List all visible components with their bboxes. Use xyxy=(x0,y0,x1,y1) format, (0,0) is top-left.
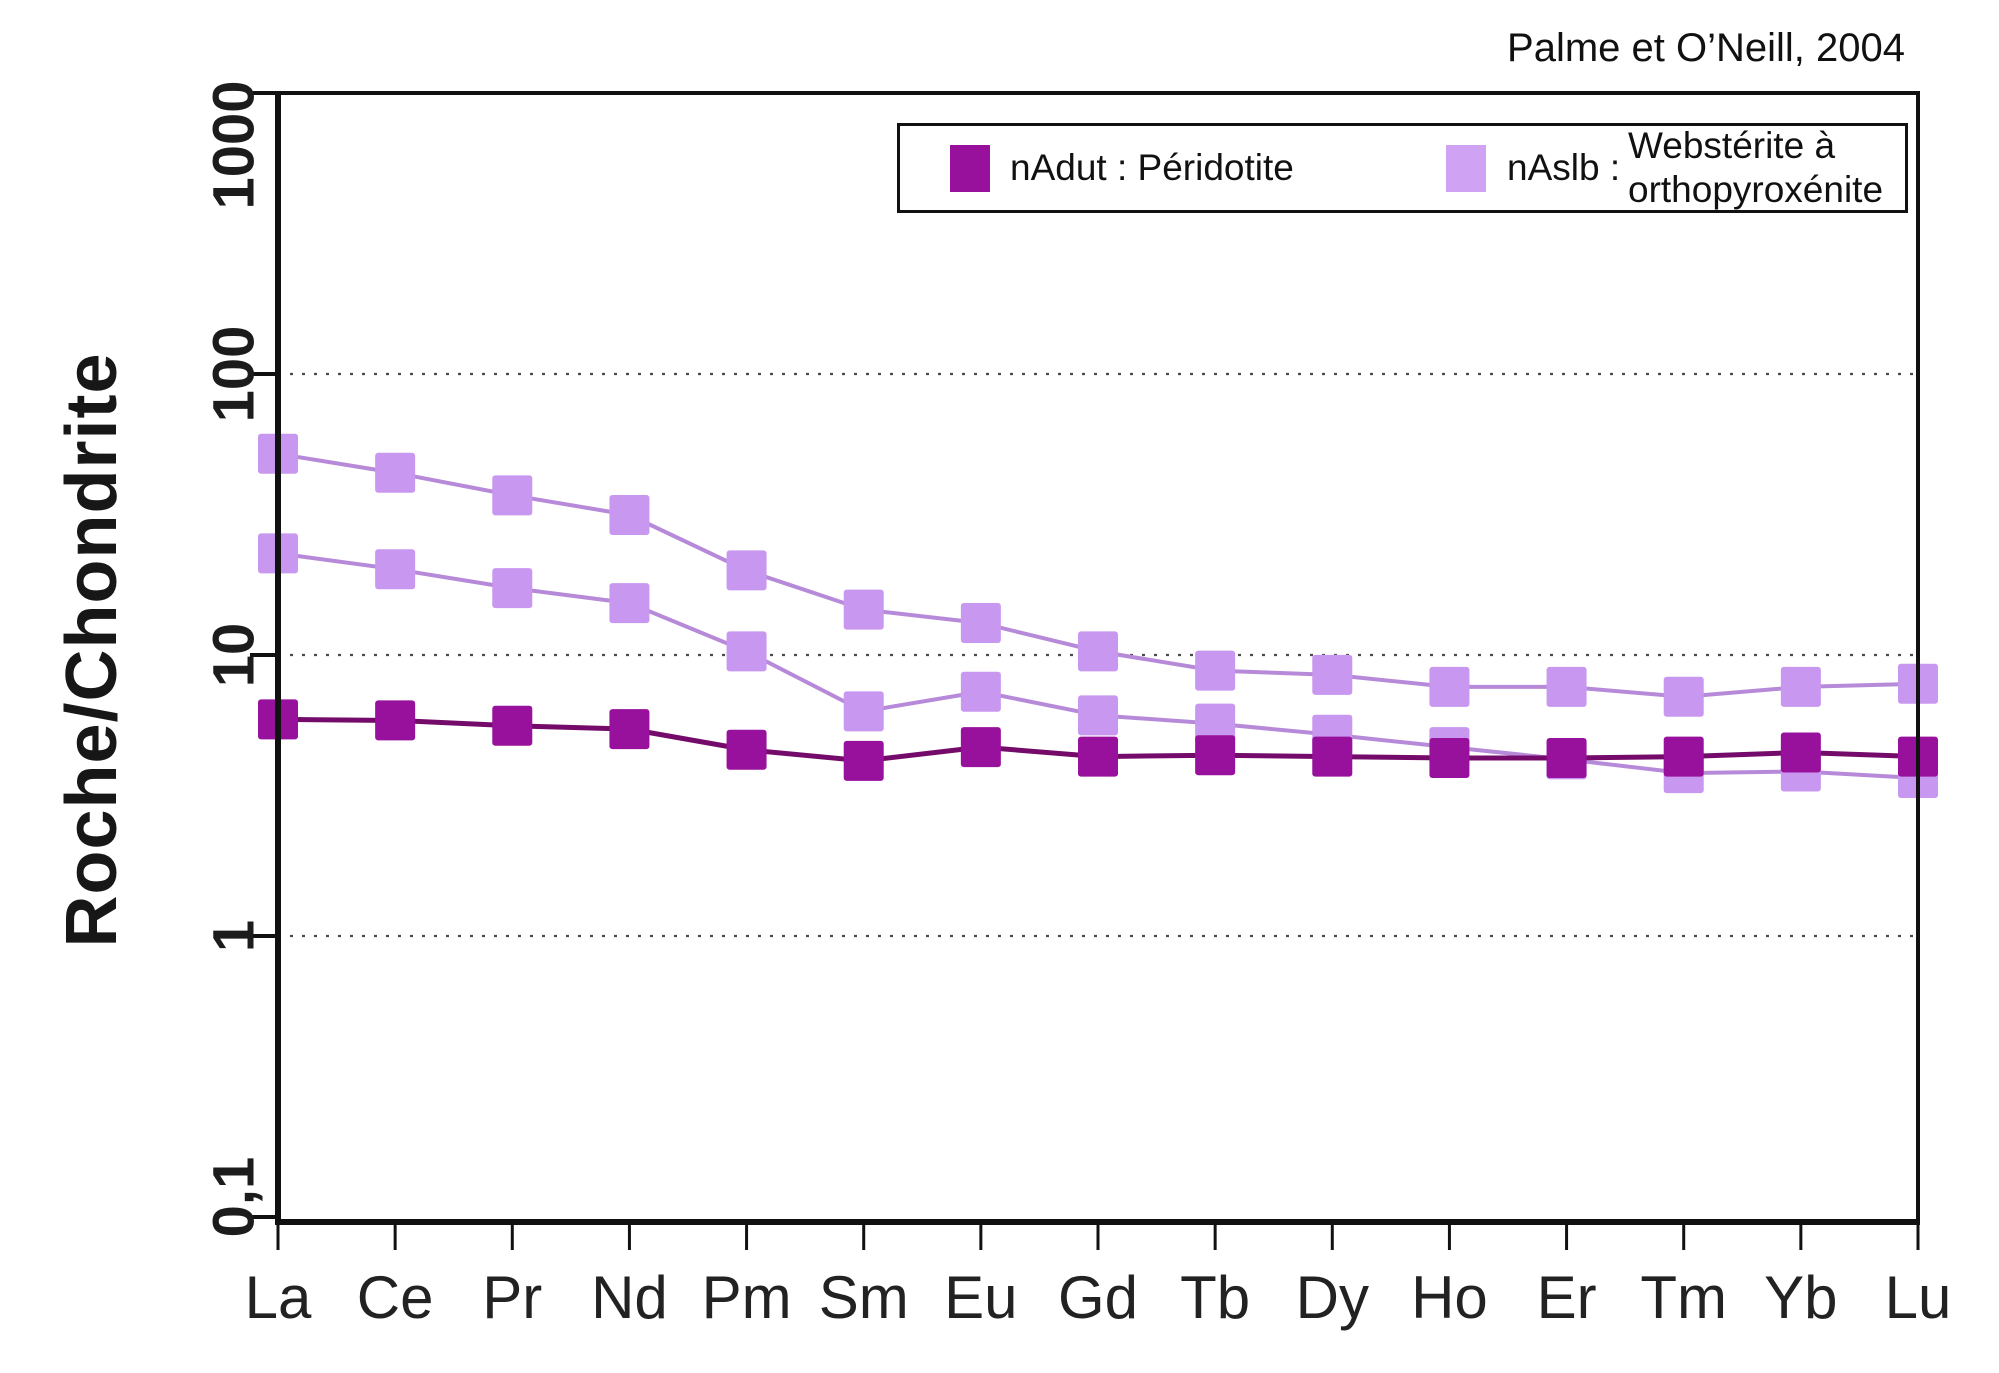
x-axis-tick-label: Pr xyxy=(482,1264,542,1331)
y-axis-tick-label: 10 xyxy=(201,623,266,688)
data-point-marker xyxy=(726,550,767,591)
legend-swatch-nAslb xyxy=(1446,145,1486,192)
data-point-marker xyxy=(960,671,1001,712)
data-point-marker xyxy=(1546,666,1587,707)
data-point-marker xyxy=(609,583,650,624)
data-point-marker xyxy=(1195,703,1236,744)
data-point-marker xyxy=(1078,695,1118,736)
x-axis-tick-label: Lu xyxy=(1885,1264,1952,1331)
data-point-marker xyxy=(843,691,884,732)
x-axis-tick-label: Sm xyxy=(819,1264,909,1331)
data-point-marker xyxy=(726,631,767,672)
data-point-marker xyxy=(375,700,416,741)
data-point-marker xyxy=(1663,676,1704,717)
data-point-marker xyxy=(1780,666,1821,707)
x-axis-tick-label: La xyxy=(245,1264,312,1331)
data-point-marker xyxy=(1429,666,1470,707)
data-point-marker xyxy=(609,494,650,535)
legend-label-nAdut: nAdut : Péridotite xyxy=(1010,147,1294,188)
data-point-marker xyxy=(1078,631,1118,672)
data-point-marker xyxy=(843,589,884,630)
data-point-marker xyxy=(492,705,533,746)
data-point-marker xyxy=(960,602,1001,643)
data-point-marker xyxy=(1195,650,1236,691)
data-point-marker xyxy=(726,729,767,770)
legend-label-nAslb-prefix: nAslb : xyxy=(1507,147,1621,188)
legend-swatch-nAdut xyxy=(950,145,990,192)
data-point-marker xyxy=(1546,737,1587,778)
x-axis-tick-label: Ho xyxy=(1411,1264,1488,1331)
data-point-marker xyxy=(1312,654,1353,695)
data-point-marker xyxy=(960,727,1001,768)
data-point-marker xyxy=(1663,736,1704,777)
data-point-marker xyxy=(843,740,884,781)
y-axis-tick-label: 0,1 xyxy=(201,1157,266,1238)
y-axis-title: Roche/Chondrite xyxy=(52,352,132,948)
x-axis-tick-label: Tb xyxy=(1180,1264,1250,1331)
attribution-text: Palme et O’Neill, 2004 xyxy=(1507,26,1905,70)
data-point-marker xyxy=(492,568,533,609)
data-point-marker xyxy=(375,452,416,493)
data-point-marker xyxy=(1195,735,1236,776)
data-point-marker xyxy=(375,549,416,590)
x-axis-tick-label: Yb xyxy=(1764,1264,1837,1331)
x-axis-tick-label: Nd xyxy=(591,1264,668,1331)
y-axis-tick-label: 1000 xyxy=(201,80,266,209)
x-axis-tick-label: Eu xyxy=(944,1264,1017,1331)
data-point-marker xyxy=(492,475,533,516)
y-axis-tick-label: 100 xyxy=(201,326,266,423)
x-axis-tick-label: Ce xyxy=(357,1264,434,1331)
x-axis-tick-label: Gd xyxy=(1058,1264,1138,1331)
data-point-marker xyxy=(1429,737,1470,778)
legend-box: nAdut : Péridotite nAslb : Webstérite à … xyxy=(897,123,1908,213)
data-point-marker xyxy=(609,709,650,750)
x-axis-tick-label: Dy xyxy=(1296,1264,1369,1331)
data-point-marker xyxy=(1312,736,1353,777)
x-axis-tick-label: Er xyxy=(1537,1264,1597,1331)
x-axis-tick-label: Tm xyxy=(1640,1264,1727,1331)
data-point-marker xyxy=(1078,736,1118,777)
y-axis-tick-label: 1 xyxy=(201,920,266,952)
legend-label-nAslb-name: Webstérite à orthopyroxénite xyxy=(1628,124,1883,212)
legend-label-nAslb-line2: orthopyroxénite xyxy=(1628,169,1884,210)
data-point-marker xyxy=(1780,732,1821,773)
legend-label-nAslb-line1: Webstérite à xyxy=(1628,125,1836,166)
x-axis-tick-label: Pm xyxy=(702,1264,792,1331)
